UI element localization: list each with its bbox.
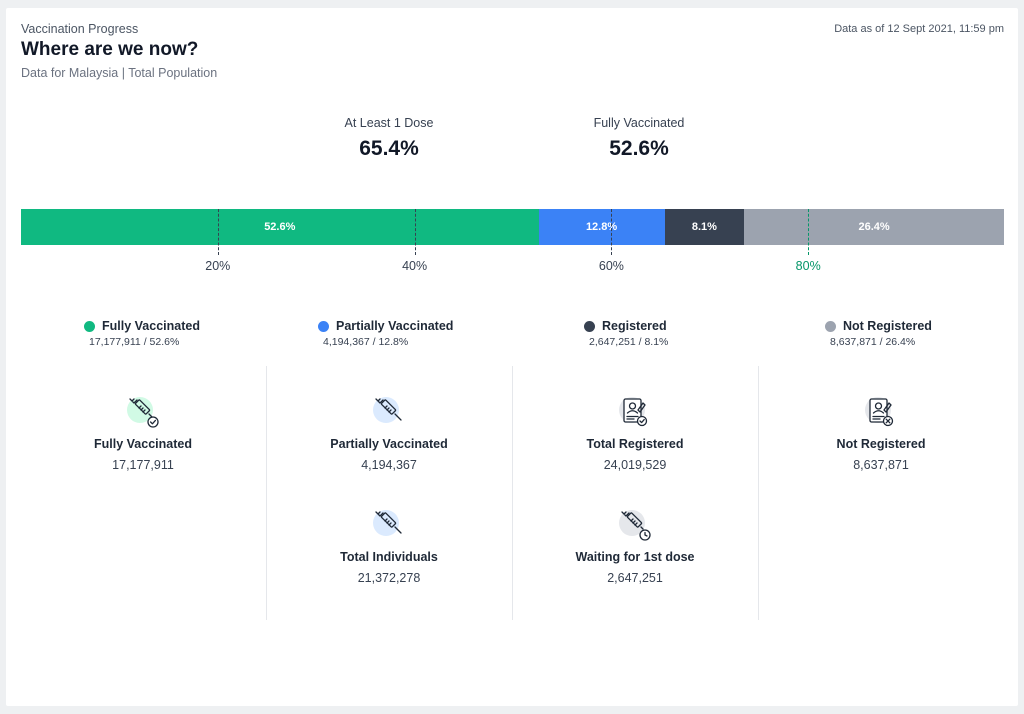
stat-value: 24,019,529 — [603, 458, 667, 472]
column-divider — [266, 366, 267, 620]
legend-label: Registered — [602, 319, 667, 333]
page-title: Where are we now? — [21, 39, 199, 60]
syringe-clock-icon — [616, 507, 654, 545]
bar-segment-registered: 8.1% — [664, 209, 745, 245]
column-divider — [512, 366, 513, 620]
legend-dot — [318, 320, 329, 332]
legend-item-not-registered: Not Registered 8,637,871 / 26.4% — [825, 319, 932, 348]
legend-detail: 4,194,367 / 12.8% — [323, 336, 409, 348]
legend-item-partially-vaccinated: Partially Vaccinated 4,194,367 / 12.8% — [318, 319, 453, 348]
stat-partially-vaccinated: Partially Vaccinated 4,194,367 — [289, 394, 489, 472]
stat-label: Waiting for 1st dose — [575, 550, 695, 564]
registration-cross-icon — [862, 394, 900, 432]
kpi-label: Fully Vaccinated — [593, 116, 685, 130]
bar-segment-label: 12.8% — [585, 221, 618, 233]
stat-label: Fully Vaccinated — [94, 437, 192, 451]
bar-segment-partially-vaccinated: 12.8% — [538, 209, 665, 245]
stat-label: Total Registered — [586, 437, 684, 451]
stat-value: 4,194,367 — [361, 458, 417, 472]
bar-segment-fully-vaccinated: 52.6% — [21, 209, 539, 245]
stat-fully-vaccinated: Fully Vaccinated 17,177,911 — [43, 394, 243, 472]
bar-tick-label: 80% — [795, 259, 821, 273]
registration-check-icon — [616, 394, 654, 432]
legend-detail: 8,637,871 / 26.4% — [830, 336, 916, 348]
syringe-icon — [370, 507, 408, 545]
bar-tick-line — [808, 209, 810, 255]
kpi-value: 52.6% — [609, 137, 669, 160]
bar-tick-label: 40% — [402, 259, 428, 273]
stat-not-registered: Not Registered 8,637,871 — [781, 394, 981, 472]
kpi-fully-vaccinated: Fully Vaccinated 52.6% — [539, 116, 739, 161]
bar-segment-label: 26.4% — [858, 221, 890, 233]
bar-tick-line — [414, 209, 416, 255]
section-eyebrow: Vaccination Progress — [21, 22, 139, 36]
bar-tick-line — [611, 209, 613, 255]
page-subtitle: Data for Malaysia | Total Population — [21, 66, 218, 80]
stat-total-registered: Total Registered 24,019,529 — [535, 394, 735, 472]
kpi-value: 65.4% — [359, 137, 419, 160]
vaccination-stacked-bar: 52.6% 12.8% 8.1% 26.4% — [21, 209, 1005, 245]
legend-item-fully-vaccinated: Fully Vaccinated 17,177,911 / 52.6% — [84, 319, 200, 348]
stat-label: Total Individuals — [340, 550, 438, 564]
kpi-at-least-one-dose: At Least 1 Dose 65.4% — [289, 116, 489, 161]
legend-detail: 2,647,251 / 8.1% — [589, 336, 669, 348]
legend-dot — [84, 320, 95, 332]
legend-dot — [825, 320, 836, 332]
bar-segment-label: 52.6% — [264, 221, 296, 233]
kpi-label: At Least 1 Dose — [344, 116, 434, 130]
bar-tick-line — [217, 209, 219, 255]
legend-label: Not Registered — [843, 319, 932, 333]
legend-label: Partially Vaccinated — [336, 319, 454, 333]
stat-value: 21,372,278 — [357, 571, 421, 585]
bar-tick-label: 20% — [205, 259, 231, 273]
legend-item-registered: Registered 2,647,251 / 8.1% — [584, 319, 668, 348]
stat-waiting-first-dose: Waiting for 1st dose 2,647,251 — [535, 507, 735, 585]
vaccination-progress-card: Vaccination Progress Where are we now? D… — [6, 8, 1018, 706]
bar-tick-label: 60% — [598, 259, 624, 273]
bar-segment-label: 8.1% — [691, 221, 717, 233]
stat-total-individuals: Total Individuals 21,372,278 — [289, 507, 489, 585]
stat-value: 17,177,911 — [112, 458, 174, 472]
stat-value: 2,647,251 — [607, 571, 663, 585]
bar-segment-not-registered: 26.4% — [744, 209, 1004, 245]
legend-label: Fully Vaccinated — [102, 319, 200, 333]
data-timestamp: Data as of 12 Sept 2021, 11:59 pm — [834, 23, 1004, 35]
legend-detail: 17,177,911 / 52.6% — [89, 336, 180, 348]
stat-label: Not Registered — [836, 437, 926, 451]
legend-dot — [584, 320, 595, 332]
syringe-icon — [370, 394, 408, 432]
column-divider — [758, 366, 759, 620]
stat-label: Partially Vaccinated — [330, 437, 448, 451]
stat-value: 8,637,871 — [853, 458, 909, 472]
syringe-check-icon — [124, 394, 162, 432]
